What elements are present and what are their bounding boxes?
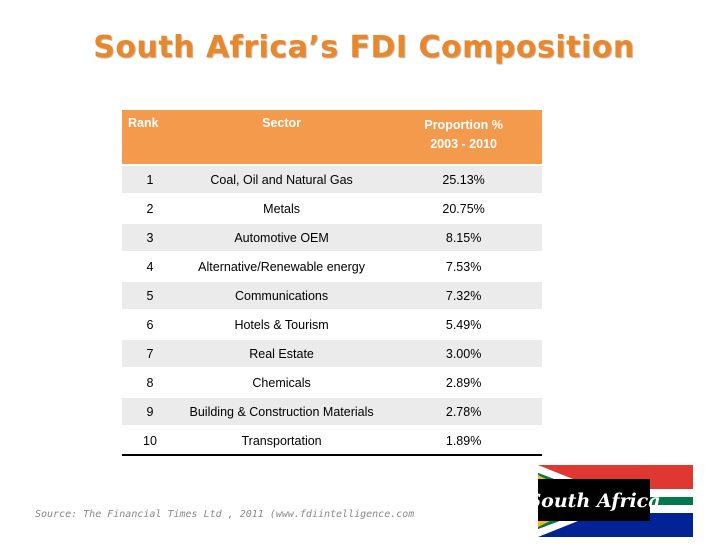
sector-cell: Communications [177, 281, 386, 311]
rank-cell: 8 [122, 368, 178, 398]
proportion-cell: 1.89% [385, 426, 542, 456]
proportion-cell: 7.53% [385, 252, 542, 282]
sector-cell: Coal, Oil and Natural Gas [177, 164, 386, 195]
proportion-cell: 3.00% [385, 339, 542, 369]
rank-cell: 6 [122, 310, 178, 340]
table-row: 9 Building & Construction Materials 2.78… [122, 397, 542, 427]
proportion-cell: 25.13% [385, 164, 542, 195]
proportion-cell: 2.89% [385, 368, 542, 398]
rank-cell: 5 [122, 281, 178, 311]
proportion-cell: 2.78% [385, 397, 542, 427]
table-header-row: Rank Sector Proportion % 2003 - 2010 [122, 110, 542, 166]
sector-cell: Building & Construction Materials [177, 397, 386, 427]
south-africa-flag-logo-icon: South Africa [538, 465, 693, 537]
source-note: Source: The Financial Times Ltd , 2011 (… [35, 509, 415, 520]
table-row: 4 Alternative/Renewable energy 7.53% [122, 252, 542, 282]
rank-cell: 9 [122, 397, 178, 427]
header-proportion-line1: Proportion % [424, 118, 503, 132]
logo-text: South Africa [538, 490, 661, 512]
fdi-table: Rank Sector Proportion % 2003 - 2010 1 C… [122, 110, 542, 456]
table-row: 1 Coal, Oil and Natural Gas 25.13% [122, 164, 542, 195]
table-row: 5 Communications 7.32% [122, 281, 542, 311]
rank-cell: 3 [122, 223, 178, 253]
table-row: 6 Hotels & Tourism 5.49% [122, 310, 542, 340]
proportion-cell: 5.49% [385, 310, 542, 340]
proportion-cell: 20.75% [385, 194, 542, 224]
header-proportion-line2: 2003 - 2010 [430, 137, 497, 151]
table-row: 3 Automotive OEM 8.15% [122, 223, 542, 253]
sector-cell: Real Estate [177, 339, 386, 369]
proportion-cell: 7.32% [385, 281, 542, 311]
sector-cell: Chemicals [177, 368, 386, 398]
header-proportion: Proportion % 2003 - 2010 [385, 110, 542, 166]
table-row: 7 Real Estate 3.00% [122, 339, 542, 369]
sector-cell: Transportation [177, 426, 386, 456]
slide-title: South Africa’s FDI Composition [93, 30, 635, 65]
proportion-cell: 8.15% [385, 223, 542, 253]
rank-cell: 1 [122, 164, 178, 195]
table-row: 2 Metals 20.75% [122, 194, 542, 224]
header-rank: Rank [122, 110, 178, 166]
sector-cell: Automotive OEM [177, 223, 386, 253]
header-sector: Sector [177, 110, 386, 166]
rank-cell: 10 [122, 426, 178, 456]
table-row: 8 Chemicals 2.89% [122, 368, 542, 398]
table-row: 10 Transportation 1.89% [122, 426, 542, 456]
rank-cell: 4 [122, 252, 178, 282]
sector-cell: Alternative/Renewable energy [177, 252, 386, 282]
sector-cell: Hotels & Tourism [177, 310, 386, 340]
rank-cell: 2 [122, 194, 178, 224]
sector-cell: Metals [177, 194, 386, 224]
rank-cell: 7 [122, 339, 178, 369]
